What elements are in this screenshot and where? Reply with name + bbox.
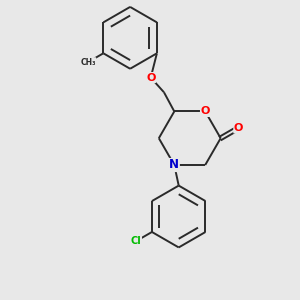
Text: O: O [234,123,243,133]
Text: N: N [169,158,179,172]
Text: CH₃: CH₃ [80,58,96,67]
Text: O: O [146,73,155,82]
Text: Cl: Cl [131,236,142,246]
Text: O: O [200,106,210,116]
